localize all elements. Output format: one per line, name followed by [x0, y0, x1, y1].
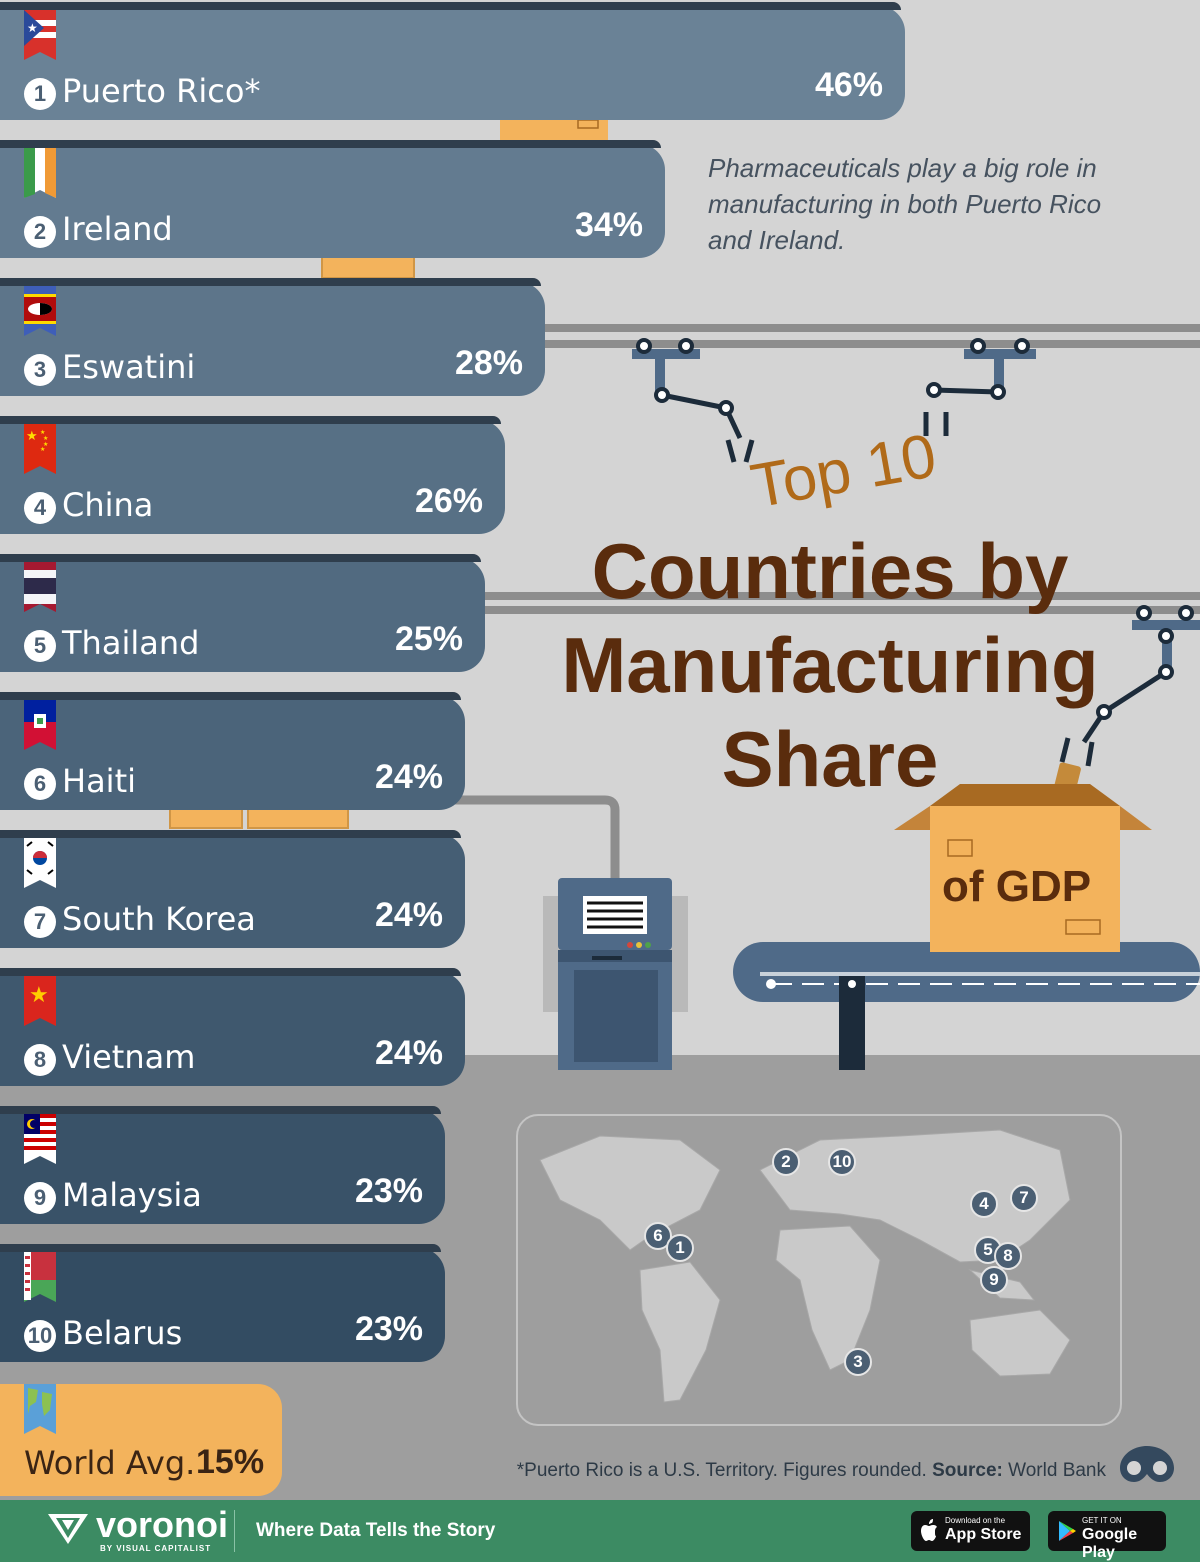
globe-icon — [24, 1384, 56, 1434]
world-average-value: 15% — [196, 1443, 265, 1481]
bar-row: ★ ★ ★ ★ ★ 4 China 26% — [0, 416, 505, 534]
map-marker: 10 — [828, 1148, 856, 1176]
svg-text:★: ★ — [27, 21, 38, 35]
google-play-icon — [1059, 1521, 1076, 1541]
country-label: Belarus — [62, 1314, 183, 1352]
svg-text:★: ★ — [40, 429, 45, 436]
country-label: Thailand — [62, 624, 200, 662]
map-marker: 7 — [1010, 1184, 1038, 1212]
value-label: 46% — [814, 66, 883, 104]
value-label: 24% — [374, 896, 443, 934]
google-play-caption: GET IT ON — [1082, 1516, 1122, 1525]
map-marker: 3 — [844, 1348, 872, 1376]
value-label: 25% — [394, 620, 463, 658]
flag-puerto-rico-icon: ★ — [24, 10, 56, 60]
svg-text:★: ★ — [29, 982, 49, 1007]
bar-row: 7 South Korea 24% — [0, 830, 465, 948]
map-marker: 9 — [980, 1266, 1008, 1294]
flag-ireland-icon — [24, 148, 56, 198]
flag-china-icon: ★ ★★★★ — [24, 424, 56, 474]
flag-eswatini-icon — [24, 286, 56, 336]
country-label: Eswatini — [62, 348, 196, 386]
map-marker: 8 — [994, 1242, 1022, 1270]
title-gdp: of GDP — [942, 862, 1092, 911]
value-label: 23% — [354, 1310, 423, 1348]
tagline: Where Data Tells the Story — [256, 1520, 496, 1541]
bar-row: 2 Ireland 34% — [0, 140, 665, 258]
footer-divider — [234, 1510, 235, 1552]
rank-badge: 6 — [24, 768, 56, 800]
world-average-bar: World Avg. 15% — [0, 1384, 282, 1496]
flag-malaysia-icon — [24, 1114, 56, 1164]
map-marker: 1 — [666, 1234, 694, 1262]
rank-badge: 4 — [24, 492, 56, 524]
footer: voronoi BY VISUAL CAPITALIST Where Data … — [0, 1500, 1200, 1562]
rank-badge: 2 — [24, 216, 56, 248]
flag-belarus-icon — [24, 1252, 56, 1302]
svg-text:★: ★ — [43, 441, 48, 448]
bar-row: 5 Thailand 25% — [0, 554, 485, 672]
rank-badge: 7 — [24, 906, 56, 938]
source-note: *Puerto Rico is a U.S. Territory. Figure… — [517, 1460, 1106, 1482]
page-title: Countries by Manufacturing Share — [561, 527, 1099, 803]
rank-badge: 3 — [24, 354, 56, 386]
flag-thailand-icon — [24, 562, 56, 612]
bar-row: 6 Haiti 24% — [0, 692, 465, 810]
world-average-label: World Avg. — [24, 1444, 196, 1482]
bar-row: ★ 8 Vietnam 24% — [0, 968, 465, 1086]
value-label: 26% — [414, 482, 483, 520]
flag-south-korea-icon — [24, 838, 56, 888]
brand-name: voronoi — [96, 1504, 228, 1545]
flag-vietnam-icon: ★ — [24, 976, 56, 1026]
svg-text:★: ★ — [43, 435, 48, 442]
visual-capitalist-logo-icon — [1120, 1446, 1174, 1482]
country-label: Malaysia — [62, 1176, 202, 1214]
map-marker: 4 — [970, 1190, 998, 1218]
rank-badge: 9 — [24, 1182, 56, 1214]
country-label: Ireland — [62, 210, 173, 248]
bar-row: ★ 1 Puerto Rico* 46% — [0, 2, 905, 120]
value-label: 24% — [374, 1034, 443, 1072]
google-play-button[interactable]: GET IT ON Google Play — [1048, 1511, 1166, 1561]
map-marker: 2 — [772, 1148, 800, 1176]
voronoi-logo-icon — [48, 1514, 88, 1544]
footnote-text: *Puerto Rico is a U.S. Territory. Figure… — [516, 1460, 927, 1481]
value-label: 24% — [374, 758, 443, 796]
flag-haiti-icon — [24, 700, 56, 750]
apple-icon — [921, 1519, 937, 1541]
svg-text:★: ★ — [40, 446, 45, 453]
country-label: Puerto Rico* — [62, 72, 261, 110]
rank-badge: 8 — [24, 1044, 56, 1076]
rank-badge: 1 — [24, 78, 56, 110]
bar-row: 3 Eswatini 28% — [0, 278, 545, 396]
country-label: China — [62, 486, 154, 524]
rank-badge: 10 — [24, 1320, 56, 1352]
value-label: 23% — [354, 1172, 423, 1210]
app-store-caption: Download on the — [945, 1516, 1006, 1525]
source-label: Source: — [932, 1460, 1003, 1481]
bar-row: 9 Malaysia 23% — [0, 1106, 445, 1224]
svg-text:★: ★ — [26, 428, 38, 443]
value-label: 28% — [454, 344, 523, 382]
brand-subtitle: BY VISUAL CAPITALIST — [100, 1544, 212, 1553]
app-store-button[interactable]: Download on the App Store — [911, 1511, 1030, 1551]
bar-row: 10 Belarus 23% — [0, 1244, 445, 1362]
rank-badge: 5 — [24, 630, 56, 662]
google-play-label: Google Play — [1082, 1526, 1138, 1561]
country-label: Haiti — [62, 762, 136, 800]
annotation-note: Pharmaceuticals play a big role in manuf… — [708, 153, 1102, 255]
value-label: 34% — [574, 206, 643, 244]
country-label: Vietnam — [62, 1038, 196, 1076]
app-store-label: App Store — [945, 1526, 1022, 1543]
source-value: World Bank — [1008, 1460, 1106, 1481]
world-map: 2 10 4 7 6 1 5 8 9 3 — [516, 1114, 1122, 1426]
country-label: South Korea — [62, 900, 256, 938]
